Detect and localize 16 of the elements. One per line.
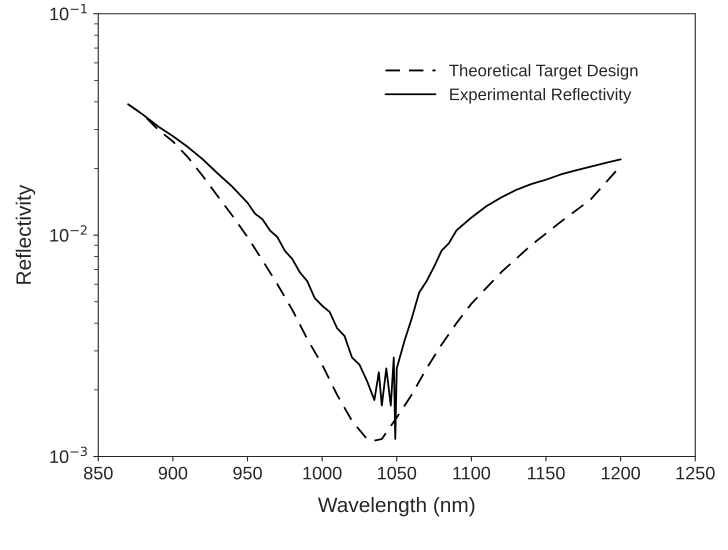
x-axis-title: Wavelength (nm) [318,496,474,516]
x-tick-label: 950 [233,466,262,480]
x-tick-label: 850 [84,466,113,480]
x-tick-label: 1100 [453,466,490,480]
legend-label: Theoretical Target Design [449,64,638,80]
x-tick-label: 1050 [378,466,416,480]
y-tick-label: 10$^{−1}$ [50,4,87,20]
x-tick-label: 1250 [676,466,715,480]
x-tick-label: 900 [158,466,188,480]
x-tick-label: 1000 [303,466,342,480]
x-tick-label: 1200 [602,466,640,480]
legend-label: Experimental Reflectivity [450,88,632,104]
x-tick-label: 1150 [528,466,565,480]
y-tick-label: 10$^{−2}$ [50,225,87,242]
y-tick-label: 10$^{−3}$ [50,446,87,464]
y-axis-title: Reflectivity [16,184,36,284]
